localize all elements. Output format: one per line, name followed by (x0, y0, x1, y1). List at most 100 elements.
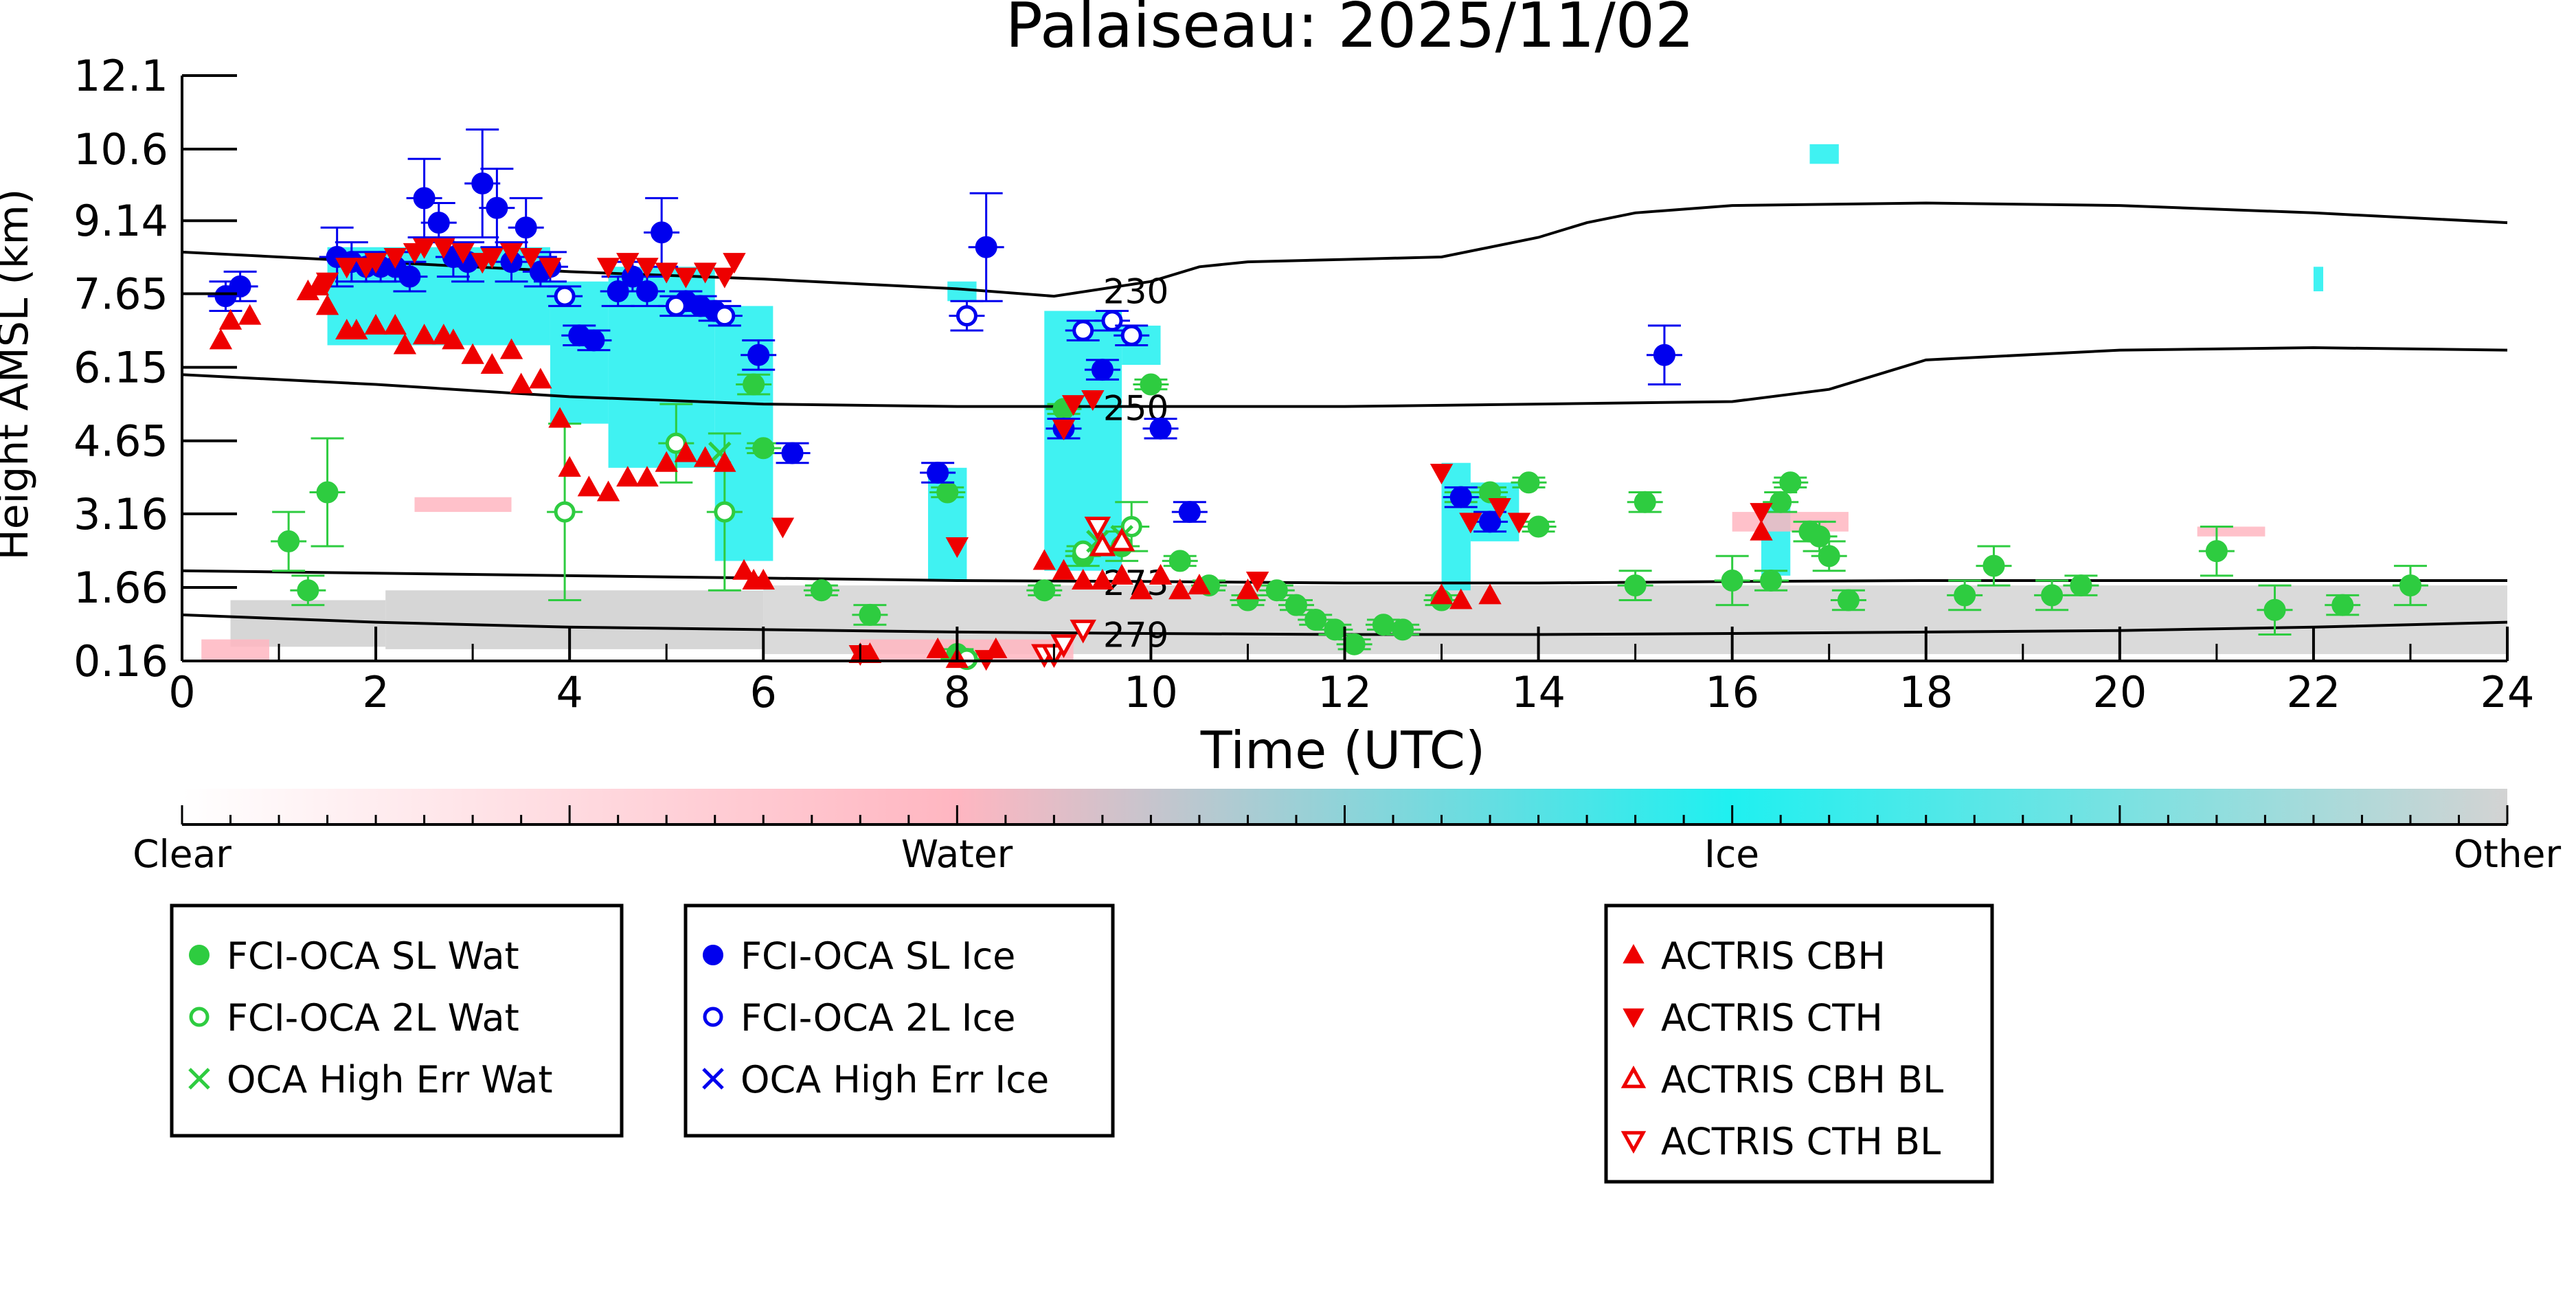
marker-filled-circle (1091, 359, 1114, 381)
y-tick-label: 7.65 (74, 269, 168, 319)
marker-filled-circle (1479, 510, 1502, 533)
marker-filled-circle (1770, 491, 1792, 513)
marker-filled-circle (398, 265, 421, 288)
marker-open-triangle-up (1620, 1065, 1647, 1088)
marker-filled-circle (651, 221, 673, 244)
observation-patch (230, 600, 386, 647)
marker-filled-circle (2331, 594, 2354, 616)
marker-filled-triangle-up (1449, 588, 1473, 609)
marker-filled-triangle-up (616, 466, 640, 487)
legend-entry-label: ACTRIS CTH BL (1661, 1120, 1941, 1163)
marker-open-circle (1072, 319, 1094, 341)
marker-filled-triangle-up (674, 441, 698, 462)
marker-filled-triangle-up (499, 338, 523, 359)
marker-filled-circle (1517, 471, 1540, 494)
marker-filled-circle (1168, 550, 1191, 572)
chart-title: Palaiseau: 2025/11/02 (1006, 0, 1695, 62)
marker-filled-circle (1634, 491, 1656, 513)
marker-filled-circle (1837, 589, 1860, 611)
observation-patch (2313, 267, 2324, 291)
marker-cross (702, 1068, 724, 1090)
marker-filled-circle (636, 280, 658, 302)
marker-filled-circle (2205, 540, 2228, 563)
x-tick-label: 2 (362, 667, 389, 717)
legend-entry-label: FCI-OCA 2L Ice (741, 996, 1015, 1040)
legend-entry-label: FCI-OCA SL Ice (741, 934, 1015, 978)
marker-filled-triangle-down (635, 258, 659, 279)
colorbar-ticks (181, 805, 2509, 824)
marker-open-circle (714, 501, 736, 523)
marker-filled-triangle-up (752, 568, 775, 590)
legend-box: ACTRIS CBH ACTRIS CTH ACTRIS CBH BL ACTRIS … (1604, 903, 1994, 1184)
marker-filled-triangle-up (364, 313, 387, 335)
legend-entry-label: FCI-OCA SL Wat (227, 934, 519, 978)
marker-filled-triangle-up (209, 328, 233, 350)
y-tick-label: 3.16 (74, 489, 168, 539)
marker-open-circle (665, 295, 687, 317)
marker-filled-circle (297, 579, 319, 602)
marker-filled-circle (1285, 594, 1307, 616)
colorbar-label: Other (2454, 832, 2562, 876)
marker-filled-triangle-down (1488, 497, 1511, 519)
marker-filled-triangle-down (723, 253, 746, 274)
marker-filled-triangle-up (1430, 583, 1454, 605)
marker-cross-stroke (702, 1068, 724, 1090)
marker-filled-triangle-up (1236, 579, 1260, 600)
y-axis-title: Height AMSL (km) (0, 189, 38, 561)
legend-entry-label: ACTRIS CTH (1661, 996, 1883, 1040)
marker-filled-triangle-up (1129, 579, 1153, 600)
marker-filled-circle (1343, 633, 1366, 655)
marker-filled-circle (515, 216, 537, 239)
marker-filled-triangle-down (693, 262, 717, 284)
marker-filled-triangle-up (1091, 568, 1114, 590)
marker-filled-triangle-up (1168, 579, 1192, 600)
marker-filled-circle (1033, 579, 1056, 602)
marker-filled-triangle-down (771, 517, 795, 539)
marker-filled-triangle-down (480, 248, 504, 269)
x-tick-label: 8 (944, 667, 971, 717)
marker-open-circle (1120, 324, 1142, 346)
marker-filled-circle (1624, 574, 1647, 597)
marker-filled-circle (2263, 598, 2286, 621)
legend-entry-label: FCI-OCA 2L Wat (227, 996, 519, 1040)
axes: 0 2 4 6 8 10 12 14 16 18 20 22 240.161.663.164.656.1… (74, 51, 2535, 717)
marker-filled-triangle-up (713, 451, 736, 472)
marker-filled-circle (189, 945, 210, 965)
legend-box: FCI-OCA SL Ice FCI-OCA 2L Ice OCA High Err… (683, 903, 1115, 1138)
contour-line (181, 346, 2508, 408)
marker-filled-triangle-down (364, 253, 387, 274)
data-markers (207, 128, 2428, 671)
marker-filled-triangle-up (442, 328, 465, 350)
marker-open-triangle-down (1070, 619, 1096, 644)
marker-filled-circle (975, 236, 997, 258)
marker-filled-circle (927, 461, 949, 484)
marker-filled-circle (1324, 618, 1346, 641)
marker-open-circle (554, 285, 576, 307)
observation-patch (1809, 144, 1839, 164)
marker-open-circle (703, 1007, 723, 1027)
series-fci-oca-sl-ice (207, 128, 1682, 533)
marker-filled-circle (2399, 574, 2421, 597)
contour-line (181, 201, 2508, 298)
marker-filled-triangle-down (1245, 571, 1269, 593)
marker-filled-circle (1392, 618, 1414, 641)
marker-filled-circle (1760, 569, 1783, 592)
marker-filled-triangle-up (1188, 574, 1211, 595)
marker-filled-triangle-down (383, 248, 407, 269)
marker-filled-circle (316, 481, 339, 504)
marker-filled-triangle-up (315, 294, 339, 315)
marker-filled-circle (229, 275, 251, 298)
contour-label: 230 (1103, 271, 1168, 311)
x-axis-title: Time (UTC) (1200, 720, 1486, 781)
marker-filled-triangle-down (1459, 513, 1482, 534)
marker-filled-triangle-up (1478, 583, 1502, 605)
marker-filled-triangle-down (539, 258, 562, 279)
x-tick-label: 16 (1705, 667, 1759, 717)
series-actris-cbh (209, 274, 1773, 669)
x-tick-label: 0 (168, 667, 195, 717)
marker-filled-triangle-up (529, 368, 552, 389)
marker-filled-triangle-up (635, 466, 659, 487)
marker-cross-stroke (188, 1068, 210, 1090)
marker-filled-triangle-down (596, 258, 620, 279)
marker-filled-circle (1178, 501, 1201, 524)
